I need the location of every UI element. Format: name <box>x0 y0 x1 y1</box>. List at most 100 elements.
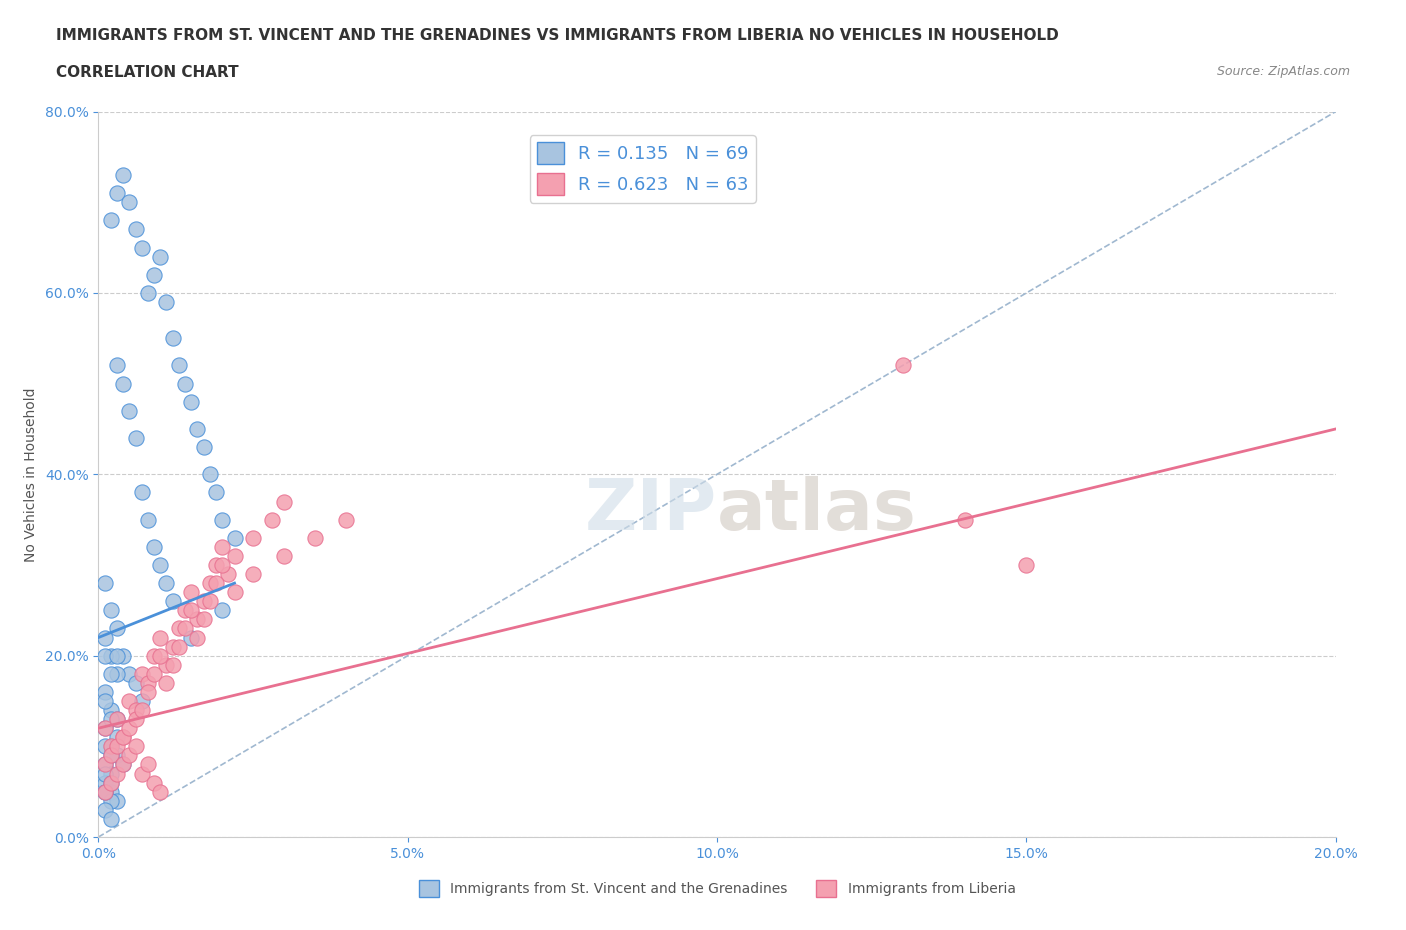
Point <box>100 213 122 228</box>
Point <box>211 603 233 618</box>
Point <box>211 539 233 554</box>
Point <box>186 421 208 436</box>
Point <box>112 757 135 772</box>
Point <box>93 803 115 817</box>
Point <box>100 776 122 790</box>
Point <box>205 576 228 591</box>
Point <box>180 631 202 645</box>
Point <box>136 684 159 699</box>
Point <box>242 530 264 545</box>
Point <box>100 748 122 763</box>
Point <box>112 648 135 663</box>
Point <box>224 585 246 600</box>
Point <box>93 784 115 799</box>
Point <box>105 648 128 663</box>
Point <box>118 404 141 418</box>
Point <box>174 603 197 618</box>
Point <box>93 721 115 736</box>
Point <box>198 467 221 482</box>
Point <box>105 711 128 726</box>
Point <box>304 530 326 545</box>
Point <box>131 766 153 781</box>
Point <box>112 376 135 391</box>
Point <box>105 738 128 753</box>
Point <box>149 558 172 573</box>
Point <box>180 585 202 600</box>
Text: Source: ZipAtlas.com: Source: ZipAtlas.com <box>1216 65 1350 78</box>
Point <box>93 576 115 591</box>
Point <box>335 512 357 527</box>
Point <box>149 631 172 645</box>
Point <box>260 512 283 527</box>
Point <box>193 612 215 627</box>
Point <box>118 195 141 210</box>
Point <box>105 666 128 681</box>
Point <box>100 811 122 827</box>
Point <box>167 358 190 373</box>
Point <box>174 621 197 636</box>
Point <box>149 784 172 799</box>
Point <box>205 558 228 573</box>
Point <box>100 711 122 726</box>
Point <box>143 666 166 681</box>
Point <box>136 512 159 527</box>
Point <box>124 738 146 753</box>
Point <box>124 711 146 726</box>
Point <box>242 566 264 581</box>
Point <box>93 784 115 799</box>
Point <box>224 530 246 545</box>
Y-axis label: No Vehicles in Household: No Vehicles in Household <box>24 387 38 562</box>
Point <box>205 485 228 500</box>
Point <box>93 757 115 772</box>
Point <box>167 639 190 654</box>
Point <box>131 485 153 500</box>
Point <box>193 594 215 609</box>
Point <box>100 784 122 799</box>
Point <box>100 703 122 718</box>
Text: atlas: atlas <box>717 476 917 545</box>
Point <box>118 666 141 681</box>
Point <box>124 703 146 718</box>
Point <box>100 738 122 753</box>
Point <box>162 658 184 672</box>
Point <box>224 549 246 564</box>
Legend: Immigrants from St. Vincent and the Grenadines, Immigrants from Liberia: Immigrants from St. Vincent and the Gren… <box>413 874 1021 903</box>
Point <box>149 249 172 264</box>
Point <box>100 648 122 663</box>
Point <box>100 748 122 763</box>
Point <box>93 766 115 781</box>
Text: CORRELATION CHART: CORRELATION CHART <box>56 65 239 80</box>
Point <box>105 793 128 808</box>
Point <box>180 603 202 618</box>
Point <box>162 639 184 654</box>
Point <box>891 358 914 373</box>
Point <box>100 766 122 781</box>
Point <box>273 494 295 509</box>
Point <box>131 694 153 709</box>
Point <box>131 703 153 718</box>
Point <box>105 748 128 763</box>
Point <box>93 757 115 772</box>
Point <box>118 721 141 736</box>
Point <box>105 358 128 373</box>
Point <box>93 648 115 663</box>
Point <box>105 711 128 726</box>
Point <box>136 286 159 300</box>
Point <box>155 295 177 310</box>
Point <box>112 757 135 772</box>
Point <box>198 576 221 591</box>
Point <box>100 776 122 790</box>
Point <box>100 738 122 753</box>
Point <box>93 738 115 753</box>
Point <box>186 612 208 627</box>
Point <box>186 631 208 645</box>
Point <box>100 603 122 618</box>
Point <box>174 376 197 391</box>
Point <box>211 558 233 573</box>
Point <box>112 730 135 745</box>
Point <box>105 766 128 781</box>
Point <box>131 240 153 255</box>
Point <box>155 658 177 672</box>
Point <box>143 539 166 554</box>
Point <box>143 648 166 663</box>
